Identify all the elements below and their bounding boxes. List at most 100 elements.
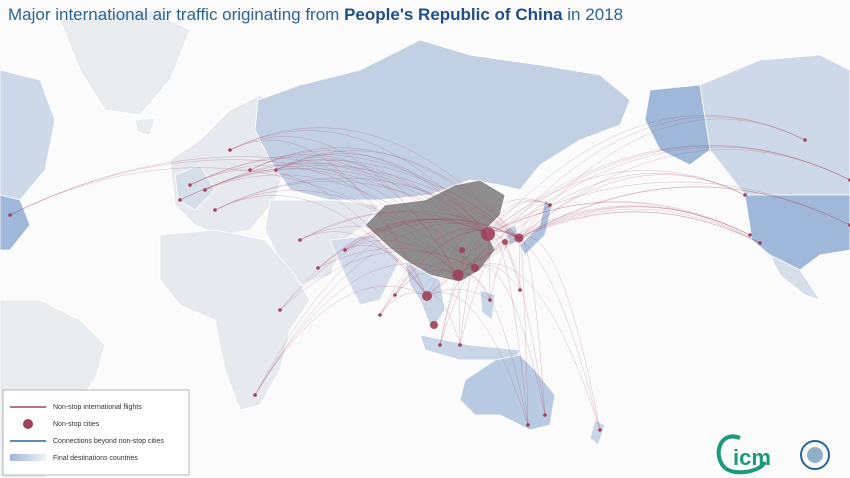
destination-city xyxy=(343,248,347,252)
hub-city xyxy=(422,291,432,301)
flight-route xyxy=(474,263,601,431)
flight-route xyxy=(317,218,520,269)
destination-city xyxy=(248,168,252,172)
flight-route xyxy=(474,264,521,291)
flight-route xyxy=(254,263,459,396)
flight-route xyxy=(518,236,601,431)
flight-route xyxy=(189,164,459,276)
logo-text: icm xyxy=(733,445,771,470)
flight-route xyxy=(249,147,520,239)
flight-route xyxy=(189,169,428,297)
flight-route xyxy=(229,130,489,235)
western-europe xyxy=(174,164,216,211)
destination-city xyxy=(543,413,547,417)
flight-route xyxy=(426,145,850,297)
flight-route xyxy=(9,156,520,239)
japan xyxy=(519,199,553,256)
flight-route xyxy=(214,195,428,297)
flight-route xyxy=(474,116,806,269)
flight-route xyxy=(518,118,806,239)
africa xyxy=(159,229,311,411)
flight-route xyxy=(204,162,489,235)
destination-city xyxy=(518,288,522,292)
flight-route xyxy=(204,159,520,239)
flight-route xyxy=(426,198,551,297)
destination-city xyxy=(488,298,492,302)
australia xyxy=(459,354,556,431)
flight-route xyxy=(249,150,489,235)
flight-route xyxy=(518,206,751,239)
flight-route xyxy=(426,211,761,297)
flight-route xyxy=(394,229,520,296)
destination-city xyxy=(298,238,302,242)
destination-city xyxy=(203,188,207,192)
flight-route xyxy=(487,200,551,235)
mexico xyxy=(769,254,821,301)
destination-city xyxy=(213,208,217,212)
flight-route xyxy=(179,174,476,269)
flight-route xyxy=(474,172,746,269)
icao-emblem xyxy=(800,440,830,470)
usa xyxy=(744,194,850,271)
logos: icm xyxy=(716,434,830,475)
flight-route xyxy=(487,114,806,235)
icao-emblem-core xyxy=(807,447,823,463)
usa-east-edge xyxy=(0,194,31,251)
canada-west-edge xyxy=(0,69,56,201)
legend-label: Non-stop cities xyxy=(53,421,100,428)
flight-route xyxy=(487,201,761,244)
india xyxy=(329,234,401,306)
flight-route xyxy=(214,177,520,239)
flight-route xyxy=(179,168,489,235)
new-zealand xyxy=(589,419,606,446)
destination-city xyxy=(178,198,182,202)
flight-route xyxy=(344,219,489,251)
flight-route xyxy=(379,229,520,316)
iceland xyxy=(134,117,156,136)
destination-city xyxy=(743,193,747,197)
flight-route xyxy=(459,236,520,346)
flight-route xyxy=(487,201,751,236)
flight-route xyxy=(189,153,520,239)
flight-route xyxy=(229,127,520,239)
flight-route xyxy=(394,261,476,296)
title-prefix: Major international air traffic originat… xyxy=(8,5,339,24)
flight-route xyxy=(394,228,489,296)
flight-route xyxy=(179,165,520,239)
flight-route xyxy=(379,269,459,316)
flight-route xyxy=(214,180,489,235)
flight-route xyxy=(426,205,751,297)
flight-route xyxy=(317,248,476,269)
flight-route xyxy=(254,222,520,396)
flight-route xyxy=(457,146,850,276)
flight-route xyxy=(426,288,491,301)
legend-label: Connections beyond non-stop cities xyxy=(53,438,164,445)
greenland xyxy=(59,9,191,116)
flight-route xyxy=(254,285,428,396)
flight-route xyxy=(204,168,476,269)
cities xyxy=(8,138,850,432)
flight-route xyxy=(518,186,850,239)
flight-route xyxy=(344,245,428,297)
destination-city xyxy=(438,343,442,347)
flight-route xyxy=(9,167,476,269)
destination-city xyxy=(393,293,397,297)
flight-route xyxy=(249,154,476,269)
destination-city xyxy=(316,266,320,270)
flight-route xyxy=(279,218,489,311)
flight-route xyxy=(275,150,520,239)
flight-route xyxy=(254,221,489,396)
destination-city xyxy=(188,183,192,187)
flight-route xyxy=(299,210,520,241)
philippines xyxy=(479,289,496,321)
legend-label: Final destinations countries xyxy=(53,455,138,462)
hub-city xyxy=(481,227,495,241)
flight-route xyxy=(487,170,746,235)
hub-city xyxy=(430,321,438,329)
flight-route xyxy=(518,208,761,244)
legend-swatch-country xyxy=(10,454,46,461)
flight-route xyxy=(344,239,459,276)
flight-route xyxy=(474,186,850,269)
title-suffix: in 2018 xyxy=(567,5,623,24)
